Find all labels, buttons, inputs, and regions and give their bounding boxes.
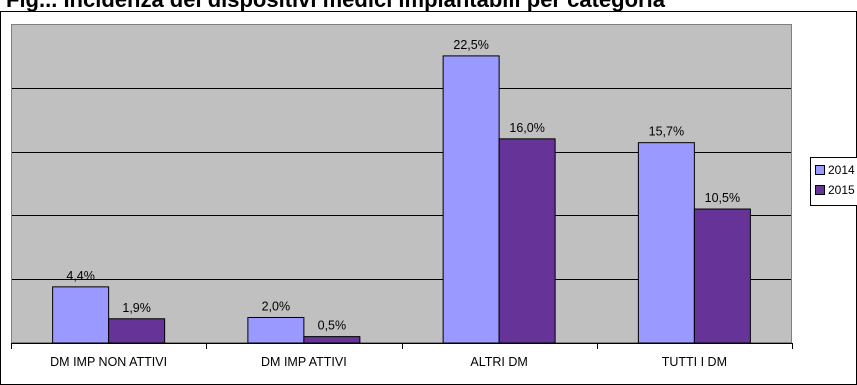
- bar-2014-3: [637, 142, 695, 344]
- bar-2015-0: [108, 318, 166, 344]
- data-label-2015-3: 10,5%: [705, 191, 740, 205]
- chart-caption-cropped: Fig... Incidenza dei dispositivi medici …: [0, 0, 857, 12]
- x-axis: DM IMP NON ATTIVI DM IMP ATTIVI ALTRI DM TU…: [11, 343, 793, 369]
- legend-label-2015: 2015: [828, 183, 855, 197]
- data-label-2014-1: 2,0%: [262, 299, 291, 313]
- legend-swatch-2014: [815, 165, 825, 175]
- legend-label-2014: 2014: [828, 163, 855, 177]
- bar-2015-3: [693, 208, 751, 344]
- data-label-2014-0: 4,4%: [66, 269, 95, 283]
- bars-group: [52, 55, 751, 344]
- x-tick-label: DM IMP NON ATTIVI: [50, 355, 167, 369]
- legend-swatch-2015: [815, 185, 825, 195]
- data-label-2014-3: 15,7%: [649, 125, 684, 139]
- legend: 2014 2015: [810, 157, 857, 206]
- bar-2014-2: [442, 55, 500, 344]
- data-label-2015-2: 16,0%: [509, 121, 544, 135]
- bar-2015-1: [303, 336, 361, 344]
- x-tick-label: TUTTI I DM: [662, 355, 727, 369]
- plot-border: [11, 24, 792, 343]
- bar-2014-1: [247, 316, 305, 344]
- data-labels-group: 4,4% 1,9% 2,0% 0,5% 22,5% 16,0% 15,7% 10,5%: [66, 38, 740, 333]
- bar-2014-0: [52, 286, 110, 344]
- bar-2015-2: [498, 138, 556, 344]
- x-tick-label: ALTRI DM: [470, 355, 527, 369]
- data-label-2015-0: 1,9%: [122, 301, 151, 315]
- data-label-2014-2: 22,5%: [453, 38, 488, 52]
- x-tick-label: DM IMP ATTIVI: [261, 355, 347, 369]
- chart-caption-text: Fig... Incidenza dei dispositivi medici …: [6, 0, 665, 12]
- data-label-2015-1: 0,5%: [318, 319, 347, 333]
